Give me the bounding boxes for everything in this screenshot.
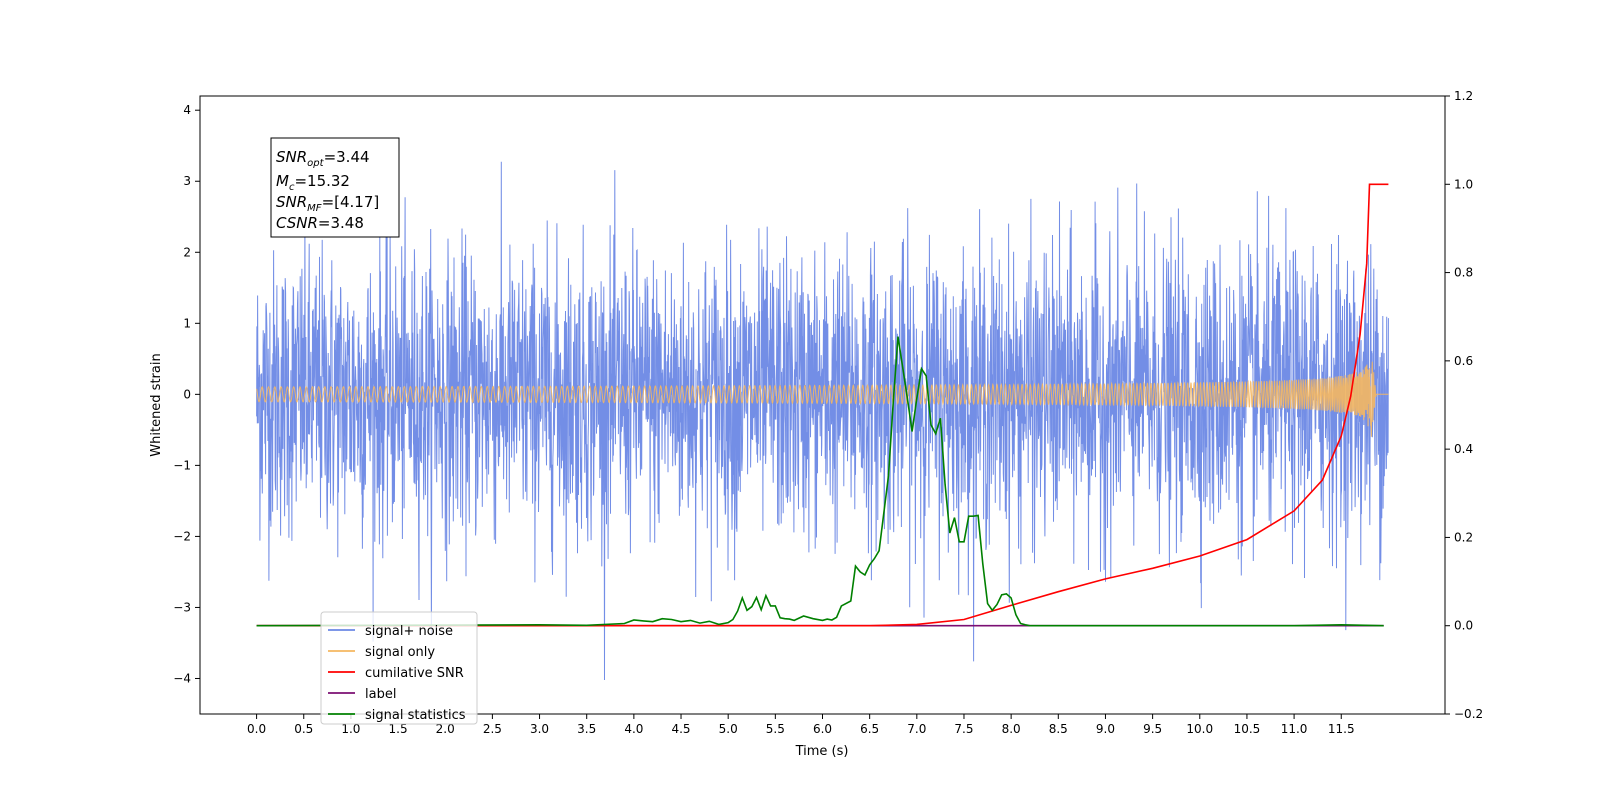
annotation-csnr-base: CSNR [276,214,318,232]
x-tick-label: 1.0 [341,722,360,736]
legend-cumulative-snr-text: cumilative SNR [365,666,464,681]
series-signal-statistics [256,336,1384,627]
x-tick-label: 10.0 [1186,722,1213,736]
x-tick-label: 6.5 [860,722,879,736]
y-tick-label-left: 3 [183,174,191,188]
y-tick-label-left: −1 [173,458,191,472]
x-tick-label: 11.0 [1281,722,1308,736]
legend-signal-only-text: signal only [365,645,435,660]
annotation-mc-base: M [276,172,289,190]
x-axis-label: Time (s) [795,744,849,759]
legend-signal-statistics-text: signal statistics [365,708,466,723]
y-tick-label-left: −4 [173,671,191,685]
y-tick-label-right: 0.4 [1454,442,1473,456]
annotation-snr-opt-value: =3.44 [324,148,370,166]
x-tick-label: 9.5 [1143,722,1162,736]
x-tick-label: 7.5 [954,722,973,736]
annotation-snr-mf-value: =[4.17] [322,193,380,211]
y-tick-label-right: 0.0 [1454,619,1473,633]
svg-text:Mc=15.32: Mc=15.32 [276,172,350,193]
x-tick-label: 4.5 [671,722,690,736]
y-tick-label-right: 1.0 [1454,177,1473,191]
x-tick-label: 5.0 [719,722,738,736]
y-tick-label-left: −2 [173,529,191,543]
series-signal-plus-noise [256,161,1389,681]
annotation-csnr-value: =3.48 [318,214,364,232]
series-cumulative-snr [256,183,1389,627]
x-tick-label: 11.5 [1328,722,1355,736]
x-tick-label: 0.5 [294,722,313,736]
x-tick-label: 3.0 [530,722,549,736]
svg-text:SNRMF=[4.17]: SNRMF=[4.17] [276,193,379,214]
annotation-snr-mf-sub: MF [307,203,322,214]
svg-text:SNRopt=3.44: SNRopt=3.44 [276,148,370,169]
y-tick-label-left: 4 [183,103,191,117]
x-tick-label: 6.0 [813,722,832,736]
x-tick-label: 0.0 [247,722,266,736]
x-tick-label: 1.5 [389,722,408,736]
annotation-mc-value: =15.32 [294,172,350,190]
svg-text:CSNR=3.48: CSNR=3.48 [276,214,364,232]
y-tick-label-right: 1.2 [1454,89,1473,103]
x-tick-label: 2.0 [436,722,455,736]
x-tick-label: 2.5 [483,722,502,736]
y-tick-label-left: 2 [183,245,191,259]
y-tick-label-right: −0.2 [1454,707,1483,721]
y-tick-label-right: 0.6 [1454,354,1473,368]
x-tick-label: 9.0 [1096,722,1115,736]
y-tick-label-left: 0 [183,387,191,401]
y-tick-label-right: 0.8 [1454,266,1473,280]
annotation-mc-sub: c [289,182,295,193]
legend: signal+ noise signal only cumilative SNR la… [320,611,478,725]
legend-signal-plus-noise-text: signal+ noise [365,624,453,639]
y-tick-label-left: 1 [183,316,191,330]
y-tick-label-right: 0.2 [1454,530,1473,544]
annotation-snr-mf-base: SNR [276,193,307,211]
annotation-snr-opt-base: SNR [276,148,307,166]
x-tick-label: 5.5 [766,722,785,736]
x-tick-label: 10.5 [1234,722,1261,736]
y-tick-label-left: −3 [173,600,191,614]
x-tick-label: 8.0 [1002,722,1021,736]
annotation-snr-opt-sub: opt [307,158,324,169]
x-tick-label: 3.5 [577,722,596,736]
x-tick-label: 8.5 [1049,722,1068,736]
x-tick-label: 7.0 [907,722,926,736]
annotation-box: SNRopt=3.44 Mc=15.32 SNRMF=[4.17] CSNR=3… [270,137,400,238]
legend-label-text: label [365,687,396,702]
series-signal-only [256,361,1389,437]
y-axis-label-left: Whitened strain [149,353,164,456]
x-tick-label: 4.0 [624,722,643,736]
